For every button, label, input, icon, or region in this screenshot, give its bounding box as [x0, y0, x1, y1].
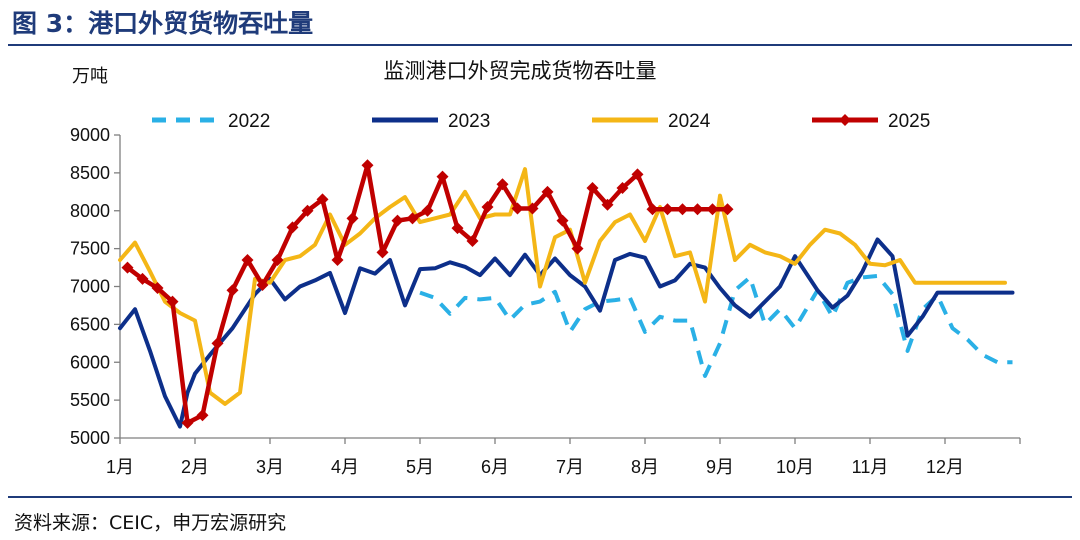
data-point-2025 [646, 203, 659, 216]
data-point-2025 [691, 203, 704, 216]
data-point-2025 [181, 416, 194, 429]
x-tick-label: 10月 [776, 457, 814, 477]
series-line-2024 [118, 167, 1007, 406]
y-tick-label: 7000 [70, 277, 110, 297]
data-point-2025 [211, 337, 224, 350]
data-point-2025 [541, 185, 554, 198]
data-point-2025 [556, 214, 569, 227]
y-tick-label: 8000 [70, 201, 110, 221]
data-point-2025 [496, 178, 509, 191]
data-point-2025 [436, 170, 449, 183]
data-point-2025 [151, 282, 164, 295]
legend-marker-2025 [839, 114, 851, 126]
data-point-2025 [331, 253, 344, 266]
bottom-rule [8, 496, 1072, 498]
y-tick-label: 8500 [70, 163, 110, 183]
x-tick-label: 1月 [106, 457, 134, 477]
data-point-2025 [271, 253, 284, 266]
data-point-2025 [121, 261, 134, 274]
data-point-2025 [481, 200, 494, 213]
data-point-2025 [136, 272, 149, 285]
plot-area [118, 159, 1015, 429]
y-tick-label: 6000 [70, 352, 110, 372]
y-tick-label: 5500 [70, 390, 110, 410]
data-point-2025 [586, 182, 599, 195]
y-axis-unit: 万吨 [72, 66, 108, 87]
data-point-2025 [406, 212, 419, 225]
data-point-2025 [241, 253, 254, 266]
legend-label-2022: 2022 [228, 111, 270, 132]
data-point-2025 [526, 202, 539, 215]
legend: 2022 2023 2024 2025 [152, 111, 930, 132]
data-point-2025 [301, 204, 314, 217]
x-tick-label: 7月 [556, 457, 584, 477]
data-point-2025 [616, 182, 629, 195]
x-tick-label: 8月 [631, 457, 659, 477]
data-point-2025 [361, 159, 374, 172]
data-point-2025 [196, 409, 209, 422]
x-tick-label: 2月 [181, 457, 209, 477]
y-tick-label: 6500 [70, 314, 110, 334]
data-point-2025 [226, 284, 239, 297]
data-point-2025 [676, 203, 689, 216]
data-point-2025 [166, 295, 179, 308]
x-tick-label: 11月 [852, 457, 889, 477]
x-tick-label: 6月 [481, 457, 509, 477]
series-line-2022 [419, 273, 1013, 378]
data-point-2025 [466, 235, 479, 248]
data-point-2025 [706, 203, 719, 216]
legend-label-2023: 2023 [448, 111, 490, 132]
axes: 5000 5500 6000 6500 7000 7500 8000 8500 9000 1月 2月… [70, 125, 1021, 477]
data-point-2025 [256, 278, 269, 291]
y-tick-label: 9000 [70, 125, 110, 145]
x-tick-label: 4月 [331, 457, 359, 477]
legend-label-2024: 2024 [668, 111, 711, 132]
chart-title: 监测港口外贸完成货物吞吐量 [384, 59, 657, 83]
top-rule [8, 44, 1072, 46]
data-point-2025 [661, 203, 674, 216]
data-point-2025 [571, 242, 584, 255]
y-tick-label: 5000 [70, 428, 110, 448]
data-point-2025 [286, 221, 299, 234]
x-tick-label: 12月 [926, 457, 964, 477]
legend-label-2025: 2025 [888, 111, 930, 132]
data-point-2025 [421, 204, 434, 217]
data-point-2025 [451, 222, 464, 235]
data-point-2025 [721, 203, 734, 216]
source-note: 资料来源：CEIC，申万宏源研究 [14, 512, 287, 534]
data-point-2025 [601, 198, 614, 211]
x-tick-label: 9月 [706, 457, 734, 477]
data-point-2025 [511, 202, 524, 215]
data-point-2025 [391, 214, 404, 227]
data-point-2025 [316, 193, 329, 206]
x-tick-label: 5月 [406, 457, 434, 477]
data-point-2025 [346, 212, 359, 225]
y-tick-label: 7500 [70, 239, 110, 259]
data-point-2025 [376, 246, 389, 259]
x-tick-label: 3月 [256, 457, 284, 477]
data-point-2025 [631, 168, 644, 181]
figure-title: 图 3：港口外贸货物吞吐量 [12, 9, 314, 38]
